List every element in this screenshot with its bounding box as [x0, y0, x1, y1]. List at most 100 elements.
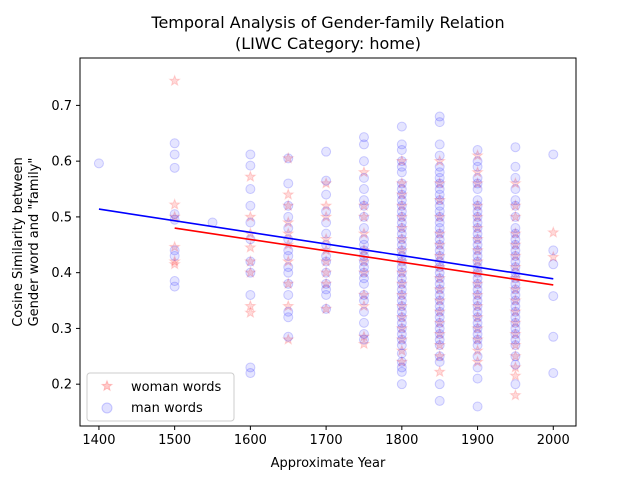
man-words-point	[472, 156, 483, 167]
man-words-point	[434, 395, 445, 406]
woman-words-point	[471, 221, 484, 234]
woman-words-point	[471, 355, 484, 368]
man-words-point	[396, 161, 407, 172]
man-words-point	[396, 211, 407, 222]
woman-words-point	[471, 165, 484, 178]
woman-words-point	[281, 199, 295, 212]
legend-label-man: man words	[131, 401, 203, 416]
man-words-point	[396, 323, 407, 334]
man-words-point	[472, 228, 483, 239]
legend-star-icon	[100, 379, 114, 392]
woman-words-point	[168, 254, 181, 267]
man-words-point	[472, 200, 483, 211]
man-words-point	[396, 329, 407, 339]
woman-words-point	[546, 225, 560, 238]
man-words-point	[510, 256, 521, 267]
man-words-point	[510, 340, 521, 351]
woman-words-point	[546, 250, 560, 263]
man-words-point	[321, 267, 332, 278]
woman-words-point	[433, 249, 446, 262]
man-words-point	[510, 284, 521, 295]
man-words-point	[358, 234, 369, 245]
man-words-point	[434, 150, 445, 161]
man-words-point	[396, 121, 407, 132]
woman-words-point	[319, 254, 333, 267]
woman-words-point	[395, 277, 409, 290]
man-words-point	[472, 401, 483, 412]
man-words-point	[358, 200, 369, 211]
man-words-point	[434, 239, 445, 250]
man-words-point	[396, 200, 407, 211]
woman-words-point	[509, 293, 522, 306]
man-words-point	[358, 195, 369, 206]
woman-words-point	[395, 254, 409, 267]
man-words-point	[358, 317, 369, 328]
woman-words-point	[509, 176, 522, 189]
man-words-point	[434, 111, 445, 122]
woman-words-point	[471, 321, 484, 334]
man-words-point	[358, 278, 369, 289]
legend-circle-icon	[101, 402, 113, 414]
man-words-point	[434, 295, 445, 306]
woman-words-point	[244, 240, 257, 253]
man-words-point	[169, 209, 180, 220]
man-words-point	[396, 139, 407, 150]
man-words-point	[472, 295, 483, 306]
man-words-point	[396, 184, 407, 195]
man-words-point	[510, 351, 521, 362]
man-words-point	[510, 228, 521, 239]
woman-trend-line	[174, 227, 554, 286]
plot-frame	[79, 57, 577, 427]
woman-words-point	[509, 199, 522, 212]
y-tick-label: 0.5	[51, 210, 72, 225]
man-words-point	[358, 262, 369, 273]
man-words-point	[548, 331, 559, 342]
man-words-point	[510, 184, 521, 195]
man-words-point	[548, 368, 559, 379]
woman-words-point	[433, 293, 446, 306]
woman-words-point	[281, 254, 295, 267]
man-words-point	[283, 289, 294, 300]
man-words-point	[169, 250, 180, 261]
man-words-point	[434, 379, 445, 390]
woman-words-point	[395, 299, 409, 312]
x-tick-label: 1800	[385, 433, 418, 448]
man-words-point	[358, 184, 369, 195]
man-words-point	[396, 366, 407, 377]
man-words-point	[472, 323, 483, 334]
woman-words-point	[281, 238, 295, 251]
woman-words-point	[471, 243, 484, 256]
woman-words-point	[395, 210, 409, 223]
man-words-point	[396, 189, 407, 200]
woman-words-point	[471, 254, 484, 267]
man-words-point	[396, 340, 407, 351]
man-words-point	[93, 158, 104, 169]
x-tick-label: 1700	[310, 433, 343, 448]
man-words-point	[510, 329, 521, 339]
man-words-point	[396, 379, 407, 390]
man-words-point	[396, 334, 407, 345]
man-words-point	[472, 195, 483, 206]
man-words-point	[283, 306, 294, 317]
man-words-point	[434, 329, 445, 339]
man-words-point	[245, 267, 256, 278]
man-words-point	[472, 351, 483, 362]
woman-words-point	[281, 187, 295, 200]
man-words-point	[434, 139, 445, 150]
man-words-point	[245, 256, 256, 267]
man-words-point	[548, 149, 559, 160]
woman-words-point	[168, 240, 181, 253]
woman-words-point	[471, 344, 484, 357]
woman-words-point	[395, 221, 409, 234]
woman-words-point	[471, 288, 484, 301]
man-words-point	[358, 139, 369, 150]
man-words-point	[510, 245, 521, 256]
man-words-point	[396, 178, 407, 189]
man-words-point	[396, 217, 407, 228]
man-words-point	[321, 217, 332, 228]
man-words-point	[472, 278, 483, 289]
man-words-point	[434, 312, 445, 323]
woman-words-point	[509, 388, 522, 401]
woman-words-point	[433, 305, 446, 318]
trend-lines	[98, 208, 554, 286]
